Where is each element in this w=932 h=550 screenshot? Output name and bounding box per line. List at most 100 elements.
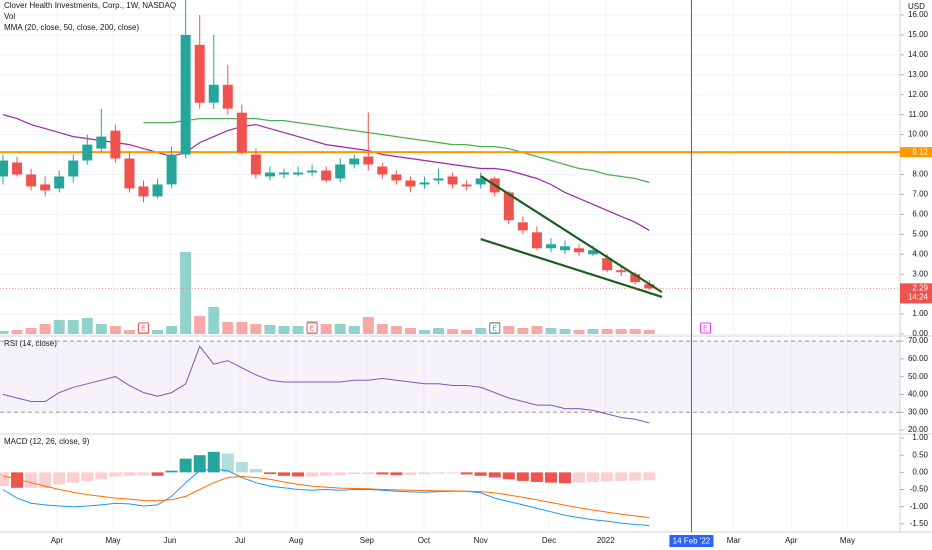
histogram-bar [193, 455, 206, 473]
histogram-bar [81, 472, 94, 481]
histogram-bar [432, 472, 445, 474]
earnings-label: E [141, 325, 146, 332]
histogram-bar [573, 472, 586, 483]
candle-body [96, 136, 107, 149]
histogram-bar [446, 472, 459, 474]
trendline [480, 238, 663, 298]
histogram-bar [334, 472, 347, 476]
candle-body [335, 164, 346, 179]
x-tick-label: Sep [360, 536, 375, 545]
histogram-bar [292, 472, 305, 477]
histogram-bar [95, 472, 108, 480]
histogram-bar [235, 462, 248, 473]
volume-bar [587, 329, 599, 334]
histogram-bar [306, 472, 319, 477]
volume-bar [0, 331, 9, 334]
volume-bar [334, 324, 346, 334]
candle-body [180, 34, 191, 155]
volume-bar [615, 329, 627, 334]
candle-body [250, 154, 261, 175]
histogram-bar [207, 451, 220, 473]
y-tick-label: 60.00 [908, 354, 929, 363]
candle-body [405, 180, 416, 187]
volume-bar [166, 326, 178, 334]
moving-average [143, 118, 650, 184]
earnings-label: E [492, 325, 497, 332]
histogram-bar [587, 472, 600, 482]
volume-bar [475, 328, 487, 334]
candle-body [419, 182, 430, 185]
histogram-bar [643, 472, 656, 481]
candle-body [545, 244, 556, 249]
earnings-marker [138, 322, 149, 334]
volume-bar [95, 324, 107, 334]
y-tick-label: 11.00 [909, 110, 929, 119]
y-tick-label: 0.50 [912, 450, 928, 459]
histogram-bar [179, 458, 192, 473]
y-tick-label: 1.00 [912, 433, 928, 442]
histogram-bar [278, 472, 290, 476]
y-tick-label: 15.00 [908, 30, 929, 39]
volume-bar [629, 329, 641, 334]
candle-body [208, 84, 219, 103]
x-tick-label: Apr [51, 536, 64, 545]
y-tick-label: 50.00 [908, 372, 929, 381]
volume-bar [503, 326, 515, 334]
x-tick-label: Dec [542, 536, 556, 545]
candle-body [588, 250, 599, 255]
volume-bar [643, 330, 655, 334]
volume-bar [250, 324, 262, 334]
candle-body [40, 184, 51, 191]
y-tick-label: 10.00 [908, 130, 929, 139]
volume-bar [236, 322, 248, 334]
histogram-bar [362, 472, 375, 475]
histogram-bar [11, 472, 24, 488]
volume-bar [222, 322, 234, 334]
y-tick-label: 8.00 [912, 170, 928, 179]
volume-bar [123, 330, 135, 334]
volume-bar [180, 252, 192, 334]
candle-body [110, 130, 121, 159]
candle-body [82, 144, 93, 161]
cursor-label: 14 Feb '22 [673, 537, 711, 546]
histogram-bar [221, 453, 234, 473]
rsi-line [2, 345, 650, 424]
volume-bar [81, 318, 93, 334]
candle-body [503, 192, 514, 221]
histogram-bar [404, 472, 417, 475]
histogram-bar [474, 472, 487, 476]
last-price-box [900, 283, 932, 304]
x-tick-label: Mar [727, 536, 741, 545]
candle-body [68, 160, 79, 177]
volume-bar [67, 320, 79, 334]
last-price: 2.29 [912, 283, 928, 292]
volume-bar [264, 325, 276, 334]
macd-line [2, 475, 650, 519]
volume-bar [573, 330, 585, 334]
price-label: 9.12 [912, 147, 928, 156]
x-tick-label: 2022 [597, 536, 615, 545]
histogram-bar [123, 472, 136, 476]
volume-bar [461, 330, 473, 334]
volume-bar [53, 320, 65, 334]
candle-body [138, 186, 149, 197]
y-tick-label: 20.00 [908, 425, 929, 434]
volume-bar [404, 328, 416, 334]
volume-bar [278, 326, 290, 334]
histogram-bar [39, 472, 52, 488]
histogram-bar [165, 470, 178, 473]
pane-title: RSI (14, close) [4, 339, 57, 348]
candle-body [236, 112, 247, 153]
histogram-bar [320, 472, 333, 476]
candle-body [293, 172, 304, 175]
x-tick-label: Jun [164, 536, 177, 545]
histogram-bar [615, 472, 628, 481]
candle-body [377, 166, 388, 175]
y-tick-label: 1.00 [912, 309, 928, 318]
y-tick-label: 70.00 [908, 336, 929, 345]
price-label-box [900, 147, 932, 158]
x-tick-label: May [840, 536, 855, 545]
volume-bar [152, 330, 164, 334]
volume-bar [601, 329, 613, 334]
histogram-bar [559, 472, 571, 484]
